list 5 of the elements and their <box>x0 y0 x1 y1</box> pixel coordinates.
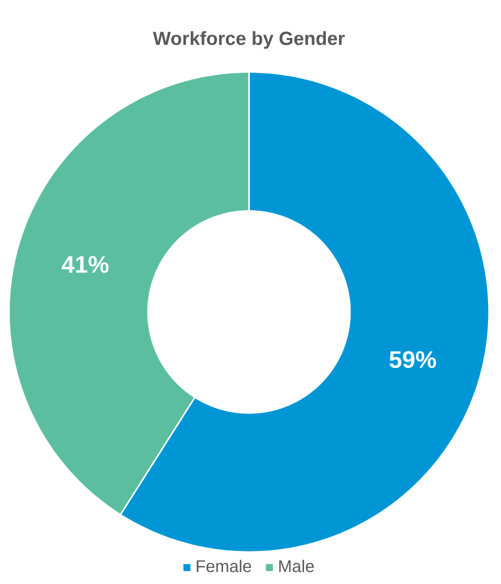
data-label: 59% <box>390 351 436 368</box>
legend-label: Female <box>196 560 252 572</box>
data-label: 41% <box>62 256 109 273</box>
chart-title: Workforce by Gender <box>152 31 345 49</box>
legend-label: Male <box>279 560 314 572</box>
